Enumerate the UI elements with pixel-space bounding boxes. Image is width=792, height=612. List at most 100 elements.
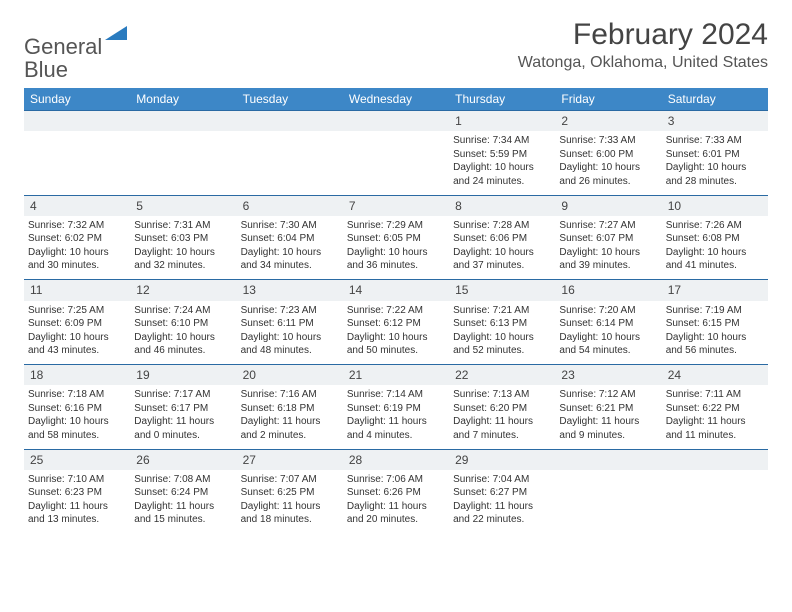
detail-row: Sunrise: 7:25 AMSunset: 6:09 PMDaylight:…	[24, 301, 768, 365]
day-number: 2	[555, 111, 661, 132]
day-number: 26	[130, 449, 236, 470]
day-cell: Sunrise: 7:26 AMSunset: 6:08 PMDaylight:…	[662, 216, 768, 280]
day-cell: Sunrise: 7:10 AMSunset: 6:23 PMDaylight:…	[24, 470, 130, 534]
col-monday: Monday	[130, 88, 236, 111]
day-number: 25	[24, 449, 130, 470]
sunrise-text: Sunrise: 7:29 AM	[347, 219, 445, 233]
sunrise-text: Sunrise: 7:13 AM	[453, 388, 551, 402]
location-label: Watonga, Oklahoma, United States	[518, 54, 768, 72]
daylight-text: Daylight: 11 hours and 0 minutes.	[134, 415, 232, 442]
daylight-text: Daylight: 10 hours and 28 minutes.	[666, 161, 764, 188]
day-cell: Sunrise: 7:06 AMSunset: 6:26 PMDaylight:…	[343, 470, 449, 534]
brand-name-b: Blue	[24, 57, 68, 82]
triangle-icon	[105, 24, 127, 40]
sunrise-text: Sunrise: 7:14 AM	[347, 388, 445, 402]
day-cell	[24, 131, 130, 195]
sunrise-text: Sunrise: 7:34 AM	[453, 134, 551, 148]
day-cell: Sunrise: 7:28 AMSunset: 6:06 PMDaylight:…	[449, 216, 555, 280]
sunset-text: Sunset: 6:22 PM	[666, 402, 764, 416]
sunset-text: Sunset: 6:20 PM	[453, 402, 551, 416]
daylight-text: Daylight: 10 hours and 36 minutes.	[347, 246, 445, 273]
day-cell: Sunrise: 7:11 AMSunset: 6:22 PMDaylight:…	[662, 385, 768, 449]
sunrise-text: Sunrise: 7:26 AM	[666, 219, 764, 233]
sunset-text: Sunset: 6:21 PM	[559, 402, 657, 416]
daylight-text: Daylight: 11 hours and 7 minutes.	[453, 415, 551, 442]
daylight-text: Daylight: 11 hours and 22 minutes.	[453, 500, 551, 527]
daylight-text: Daylight: 10 hours and 26 minutes.	[559, 161, 657, 188]
sunrise-text: Sunrise: 7:16 AM	[241, 388, 339, 402]
day-cell: Sunrise: 7:17 AMSunset: 6:17 PMDaylight:…	[130, 385, 236, 449]
sunrise-text: Sunrise: 7:21 AM	[453, 304, 551, 318]
sunrise-text: Sunrise: 7:22 AM	[347, 304, 445, 318]
col-thursday: Thursday	[449, 88, 555, 111]
day-cell: Sunrise: 7:30 AMSunset: 6:04 PMDaylight:…	[237, 216, 343, 280]
day-cell: Sunrise: 7:14 AMSunset: 6:19 PMDaylight:…	[343, 385, 449, 449]
sunrise-text: Sunrise: 7:10 AM	[28, 473, 126, 487]
daylight-text: Daylight: 10 hours and 43 minutes.	[28, 331, 126, 358]
daylight-text: Daylight: 11 hours and 11 minutes.	[666, 415, 764, 442]
calendar-header-row: Sunday Monday Tuesday Wednesday Thursday…	[24, 88, 768, 111]
day-cell	[130, 131, 236, 195]
daylight-text: Daylight: 10 hours and 24 minutes.	[453, 161, 551, 188]
sunset-text: Sunset: 6:18 PM	[241, 402, 339, 416]
day-number	[130, 111, 236, 132]
sunset-text: Sunset: 6:06 PM	[453, 232, 551, 246]
day-number: 16	[555, 280, 661, 301]
sunset-text: Sunset: 6:03 PM	[134, 232, 232, 246]
daylight-text: Daylight: 11 hours and 4 minutes.	[347, 415, 445, 442]
day-cell: Sunrise: 7:20 AMSunset: 6:14 PMDaylight:…	[555, 301, 661, 365]
sunrise-text: Sunrise: 7:04 AM	[453, 473, 551, 487]
daynum-row: 2526272829	[24, 449, 768, 470]
day-cell: Sunrise: 7:18 AMSunset: 6:16 PMDaylight:…	[24, 385, 130, 449]
col-tuesday: Tuesday	[237, 88, 343, 111]
sunset-text: Sunset: 6:12 PM	[347, 317, 445, 331]
day-cell: Sunrise: 7:32 AMSunset: 6:02 PMDaylight:…	[24, 216, 130, 280]
daylight-text: Daylight: 11 hours and 18 minutes.	[241, 500, 339, 527]
daylight-text: Daylight: 11 hours and 9 minutes.	[559, 415, 657, 442]
sunrise-text: Sunrise: 7:17 AM	[134, 388, 232, 402]
daylight-text: Daylight: 11 hours and 20 minutes.	[347, 500, 445, 527]
day-number: 12	[130, 280, 236, 301]
day-number: 23	[555, 365, 661, 386]
sunset-text: Sunset: 6:10 PM	[134, 317, 232, 331]
sunrise-text: Sunrise: 7:19 AM	[666, 304, 764, 318]
day-cell	[343, 131, 449, 195]
daylight-text: Daylight: 10 hours and 50 minutes.	[347, 331, 445, 358]
sunrise-text: Sunrise: 7:25 AM	[28, 304, 126, 318]
sunrise-text: Sunrise: 7:31 AM	[134, 219, 232, 233]
sunset-text: Sunset: 6:02 PM	[28, 232, 126, 246]
day-cell: Sunrise: 7:13 AMSunset: 6:20 PMDaylight:…	[449, 385, 555, 449]
day-number: 17	[662, 280, 768, 301]
sunrise-text: Sunrise: 7:27 AM	[559, 219, 657, 233]
day-number: 11	[24, 280, 130, 301]
sunset-text: Sunset: 6:07 PM	[559, 232, 657, 246]
day-number: 3	[662, 111, 768, 132]
day-cell: Sunrise: 7:22 AMSunset: 6:12 PMDaylight:…	[343, 301, 449, 365]
day-number	[555, 449, 661, 470]
daylight-text: Daylight: 10 hours and 37 minutes.	[453, 246, 551, 273]
day-number: 1	[449, 111, 555, 132]
sunset-text: Sunset: 6:26 PM	[347, 486, 445, 500]
sunset-text: Sunset: 6:16 PM	[28, 402, 126, 416]
day-number: 9	[555, 195, 661, 216]
sunset-text: Sunset: 6:23 PM	[28, 486, 126, 500]
day-cell: Sunrise: 7:24 AMSunset: 6:10 PMDaylight:…	[130, 301, 236, 365]
sunrise-text: Sunrise: 7:12 AM	[559, 388, 657, 402]
detail-row: Sunrise: 7:18 AMSunset: 6:16 PMDaylight:…	[24, 385, 768, 449]
sunset-text: Sunset: 6:14 PM	[559, 317, 657, 331]
sunset-text: Sunset: 6:27 PM	[453, 486, 551, 500]
day-cell	[662, 470, 768, 534]
sunrise-text: Sunrise: 7:28 AM	[453, 219, 551, 233]
sunset-text: Sunset: 6:17 PM	[134, 402, 232, 416]
sunset-text: Sunset: 6:25 PM	[241, 486, 339, 500]
title-block: February 2024 Watonga, Oklahoma, United …	[518, 18, 768, 72]
calendar-table: Sunday Monday Tuesday Wednesday Thursday…	[24, 88, 768, 534]
sunrise-text: Sunrise: 7:32 AM	[28, 219, 126, 233]
month-title: February 2024	[518, 18, 768, 52]
daylight-text: Daylight: 10 hours and 54 minutes.	[559, 331, 657, 358]
day-number: 4	[24, 195, 130, 216]
sunset-text: Sunset: 6:11 PM	[241, 317, 339, 331]
sunrise-text: Sunrise: 7:08 AM	[134, 473, 232, 487]
day-cell: Sunrise: 7:33 AMSunset: 6:00 PMDaylight:…	[555, 131, 661, 195]
day-number	[662, 449, 768, 470]
